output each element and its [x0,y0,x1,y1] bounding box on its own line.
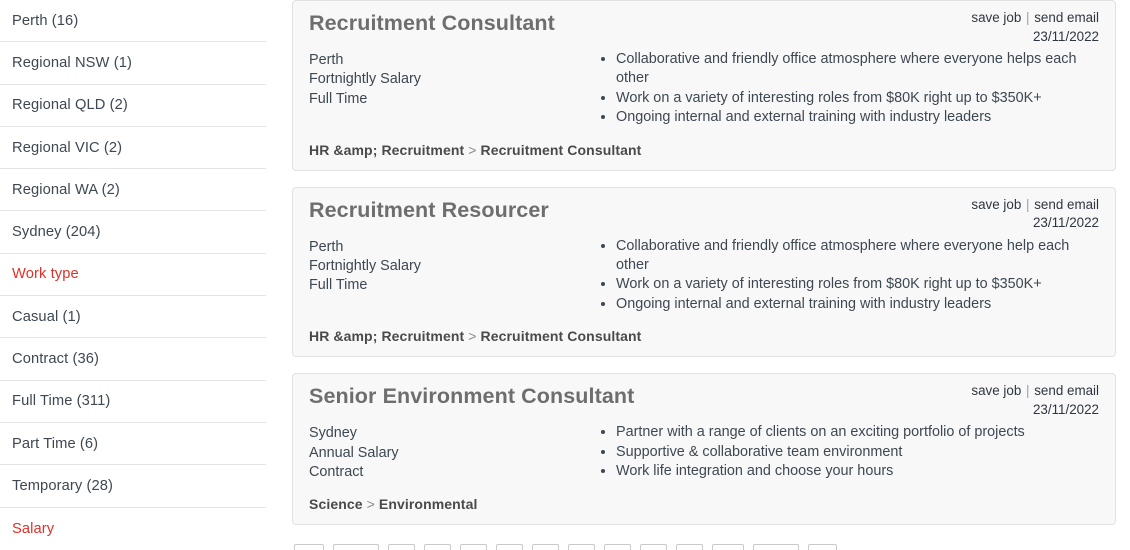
job-title[interactable]: Recruitment Resourcer [309,197,549,222]
pagination-first[interactable]: << [294,544,324,550]
job-posted-date: 23/11/2022 [1032,28,1099,44]
facet-heading[interactable]: Work type [0,254,266,297]
breadcrumb-category[interactable]: HR &amp; Recruitment [309,141,465,158]
job-title[interactable]: Recruitment Consultant [309,11,555,35]
job-card[interactable]: save job | send email 23/11/2022 Recruitme… [292,186,1116,358]
facet-item[interactable]: Sydney (204) [0,211,266,254]
breadcrumb-subcategory[interactable]: Recruitment Consultant [480,328,642,345]
job-work-type: Full Time [309,90,368,107]
breadcrumb-subcategory[interactable]: Environmental [378,496,478,513]
facet-item[interactable]: Regional QLD (2) [0,85,266,127]
save-job-link[interactable]: save job [971,10,1022,25]
job-card-actions: save job | send email 23/11/2022 [971,382,1099,419]
send-email-link[interactable]: send email [1034,196,1099,212]
job-category-breadcrumb[interactable]: HR &amp; Recruitment > Recruitment Consu… [309,328,1099,344]
facet-item[interactable]: Contract (36) [0,338,266,381]
pagination-page-6[interactable]: 6 [567,544,595,550]
pagination: << Prev 1 2 3 4 5 6 7 8 9 10 Next >> [292,541,1116,550]
job-card-body: Perth Fortnightly Salary Full Time Collabor… [309,237,1099,315]
facet-sidebar: Perth (16) Regional NSW (1) Regional QLD (… [0,0,266,550]
job-highlights: Collaborative and friendly office atmosp… [597,237,1099,315]
job-highlights: Partner with a range of clients on an ex… [597,423,1099,481]
job-highlight-list: Collaborative and friendly office atmosp… [597,237,1099,315]
breadcrumb-separator: > [468,328,477,345]
job-results-column: save job | send email 23/11/2022 Recruitme… [266,0,1130,550]
job-salary-type: Fortnightly Salary [309,258,421,275]
job-card-body: Sydney Annual Salary Contract Partner with … [309,423,1099,482]
job-highlight-item: Supportive & collaborative team environm… [616,443,1099,462]
pagination-page-10[interactable]: 10 [711,544,744,550]
job-location: Sydney [309,425,357,442]
job-location: Perth [309,238,344,255]
job-card[interactable]: save job | send email 23/11/2022 Senior En… [292,373,1116,526]
facet-item[interactable]: Temporary (28) [0,465,266,508]
pagination-page-7[interactable]: 7 [603,544,631,550]
breadcrumb-category[interactable]: HR &amp; Recruitment [309,328,465,345]
pagination-page-5[interactable]: 5 [531,544,559,550]
facet-heading[interactable]: Salary [12,520,55,537]
action-separator: | [1026,383,1030,399]
job-work-type: Full Time [309,277,368,294]
facet-item[interactable]: Casual (1) [0,296,266,339]
facet-item[interactable]: Full Time (311) [0,381,266,423]
job-card[interactable]: save job | send email 23/11/2022 Recruitme… [292,0,1116,171]
job-salary-type: Fortnightly Salary [309,71,421,88]
job-posted-date: 23/11/2022 [1032,215,1099,231]
job-highlight-item: Work on a variety of interesting roles f… [616,275,1099,294]
breadcrumb-separator: > [468,141,477,158]
job-card-actions: save job | send email 23/11/2022 [971,196,1099,233]
job-list: save job | send email 23/11/2022 Recruitme… [292,0,1116,526]
job-highlight-item: Collaborative and friendly office atmosp… [616,237,1099,276]
job-meta: Perth Fortnightly Salary Full Time [309,237,597,296]
pagination-page-9[interactable]: 9 [675,544,703,550]
job-highlight-item: Ongoing internal and external training w… [616,295,1099,314]
job-location: Perth [309,52,344,68]
save-job-link[interactable]: save job [971,383,1022,399]
pagination-page-8[interactable]: 8 [639,544,667,550]
breadcrumb-subcategory[interactable]: Recruitment Consultant [480,141,642,158]
job-highlight-item: Partner with a range of clients on an ex… [616,423,1099,442]
pagination-page-2[interactable]: 2 [423,544,451,550]
pagination-page-1[interactable]: 1 [387,544,415,550]
job-highlight-item: Ongoing internal and external training w… [616,108,1099,127]
save-job-link[interactable]: save job [971,196,1022,212]
breadcrumb-category[interactable]: Science [309,496,363,513]
breadcrumb-separator: > [366,496,375,513]
send-email-link[interactable]: send email [1034,10,1099,25]
job-salary-type: Annual Salary [309,444,399,461]
action-separator: | [1026,196,1030,212]
job-posted-date: 23/11/2022 [1032,401,1099,417]
job-highlight-list: Collaborative and friendly office atmosp… [597,50,1099,128]
facet-item[interactable]: Regional WA (2) [0,169,266,212]
job-highlight-item: Collaborative and friendly office atmosp… [616,50,1099,89]
job-card-actions: save job | send email 23/11/2022 [971,9,1099,46]
job-meta: Sydney Annual Salary Contract [309,423,597,482]
pagination-next[interactable]: Next [752,544,799,550]
pagination-last[interactable]: >> [807,544,838,550]
facet-item[interactable]: Regional VIC (2) [0,127,266,170]
job-category-breadcrumb[interactable]: Science > Environmental [309,496,1099,512]
facet-item[interactable]: Regional NSW (1) [0,42,266,85]
job-card-body: Perth Fortnightly Salary Full Time Collabor… [309,50,1099,128]
facet-item[interactable]: Part Time (6) [0,423,266,466]
pagination-prev[interactable]: Prev [332,544,379,550]
pagination-page-3[interactable]: 3 [459,544,487,550]
send-email-link[interactable]: send email [1034,383,1099,399]
pagination-page-4[interactable]: 4 [495,544,523,550]
action-separator: | [1026,10,1030,25]
job-highlight-item: Work on a variety of interesting roles f… [616,89,1099,108]
job-highlight-list: Partner with a range of clients on an ex… [597,423,1099,481]
job-work-type: Contract [309,464,364,481]
job-highlights: Collaborative and friendly office atmosp… [597,50,1099,128]
job-meta: Perth Fortnightly Salary Full Time [309,50,597,109]
job-category-breadcrumb[interactable]: HR &amp; Recruitment > Recruitment Consu… [309,142,1099,158]
job-highlight-item: Work life integration and choose your ho… [616,462,1099,481]
job-title[interactable]: Senior Environment Consultant [309,384,635,409]
facet-item[interactable]: Perth (16) [0,0,266,43]
